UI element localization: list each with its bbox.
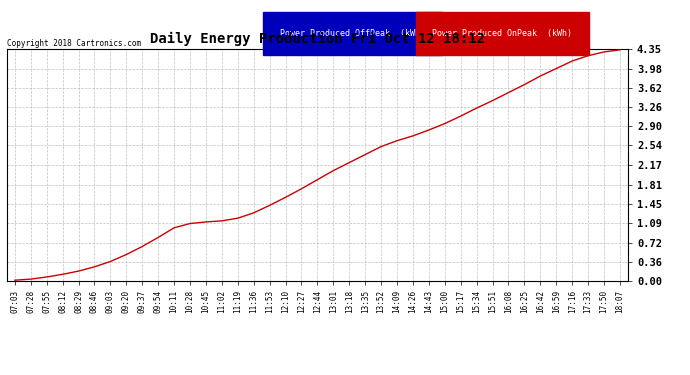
Text: Power Produced OffPeak  (kWh): Power Produced OffPeak (kWh)	[280, 29, 425, 38]
Title: Daily Energy Production Fri Oct 12 18:12: Daily Energy Production Fri Oct 12 18:12	[150, 32, 485, 46]
Text: Copyright 2018 Cartronics.com: Copyright 2018 Cartronics.com	[7, 39, 141, 48]
Text: Power Produced OnPeak  (kWh): Power Produced OnPeak (kWh)	[432, 29, 572, 38]
